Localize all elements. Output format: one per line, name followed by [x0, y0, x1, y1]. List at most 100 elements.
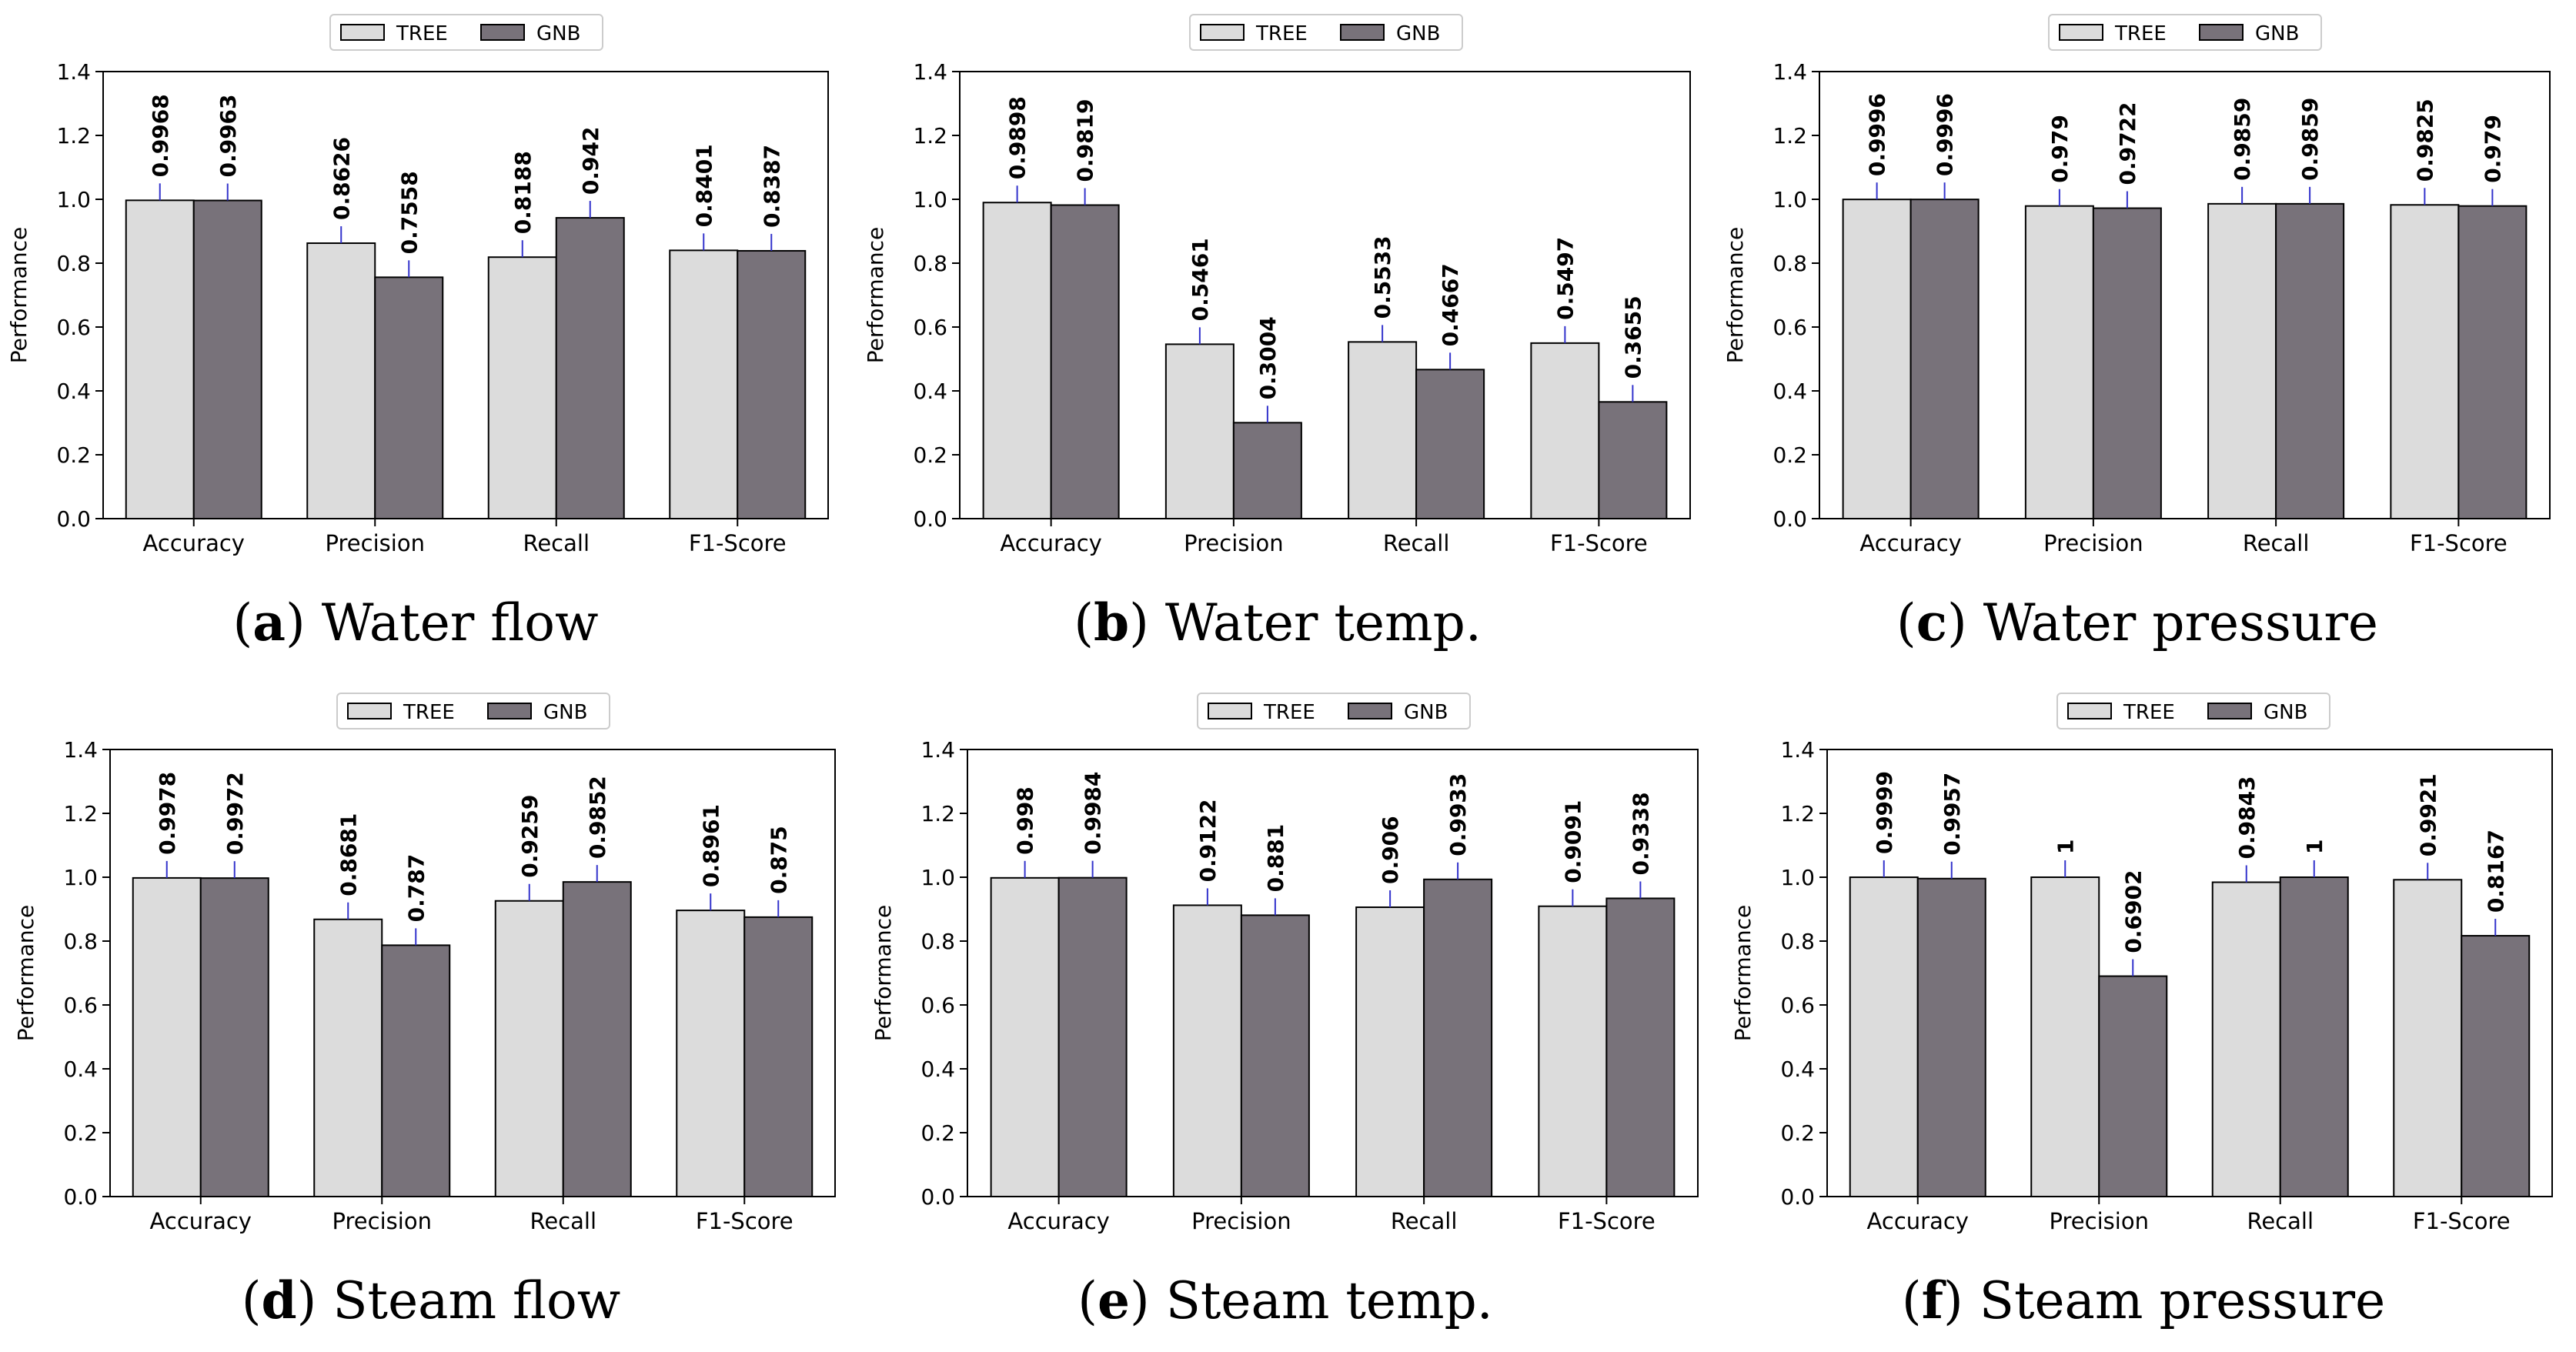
data-label: 0.942: [578, 126, 603, 195]
x-tick-label: F1-Score: [1558, 1208, 1656, 1234]
bar-gnb: [1605, 897, 1676, 1198]
data-label: 0.5461: [1188, 238, 1213, 321]
y-tick-label: 0.4: [56, 379, 91, 404]
legend-swatch-tree: [340, 24, 385, 41]
data-label: 0.979: [2480, 115, 2505, 183]
x-tick-label: Recall: [1391, 1208, 1458, 1234]
legend-label-tree: TREE: [1255, 22, 1308, 45]
caption-paren-open: (: [1074, 593, 1094, 653]
caption-paren-close: ): [1947, 593, 1983, 653]
panel-caption: (a) Water flow: [232, 593, 598, 653]
y-tick-label: 1.4: [56, 59, 91, 85]
data-label: 0.8626: [329, 137, 354, 220]
caption-title: Water temp.: [1165, 593, 1482, 653]
y-tick-label: 0.4: [1780, 1057, 1815, 1082]
caption-title: Steam flow: [332, 1271, 620, 1330]
data-label: 0.9898: [1005, 96, 1031, 179]
y-axis-label: Performance: [863, 227, 888, 363]
data-label: 0.3655: [1620, 295, 1645, 379]
data-label: 0.9968: [148, 94, 173, 177]
data-label: 0.9999: [1872, 771, 1897, 854]
y-tick-label: 0.2: [920, 1120, 955, 1146]
y-tick-label: 1.4: [1780, 737, 1815, 763]
x-tick-label: Precision: [1184, 530, 1283, 556]
y-tick-label: 0.0: [56, 506, 91, 532]
data-label: 0.8167: [2483, 830, 2508, 913]
x-tick-label: Recall: [523, 530, 590, 556]
y-tick-label: 1.2: [1772, 123, 1807, 149]
legend-swatch-gnb: [2207, 703, 2252, 719]
legend-label-gnb: GNB: [536, 22, 580, 45]
y-tick-label: 0.8: [920, 929, 955, 954]
plot-frame: [1826, 749, 2553, 1197]
chart-panel-a: 0.0 0.2 0.4 0.6 0.8 1.0 1.2 1.4 Performance 0.996…: [6, 14, 829, 653]
x-tick-label: F1-Score: [689, 530, 787, 556]
y-tick-label: 0.6: [56, 315, 91, 340]
x-tick-label: Recall: [1383, 530, 1450, 556]
legend-box: [2056, 693, 2330, 729]
data-label: 0.9338: [1628, 792, 1653, 875]
bar-gnb: [562, 881, 632, 1197]
y-tick-label: 0.2: [913, 442, 947, 468]
x-tick-label: Precision: [326, 530, 425, 556]
x-tick-label: F1-Score: [2413, 1208, 2511, 1234]
legend-label-tree: TREE: [1263, 701, 1315, 724]
x-tick-label: Accuracy: [1867, 1208, 1969, 1234]
x-tick-label: Recall: [2243, 530, 2310, 556]
bar-gnb: [1232, 422, 1302, 519]
caption-letter: d: [261, 1270, 296, 1330]
plot-frame: [109, 749, 836, 1197]
data-label: 0.8401: [691, 144, 717, 227]
data-label: 0.998: [1013, 786, 1038, 855]
y-tick-label: 0.6: [1772, 315, 1807, 340]
data-label: 0.7558: [396, 171, 422, 254]
bar-gnb: [374, 276, 444, 519]
bar-gnb: [2098, 975, 2168, 1198]
legend-label-tree: TREE: [396, 22, 448, 45]
bar-gnb: [1598, 401, 1668, 519]
bar-tree: [125, 199, 195, 519]
legend: TREE GNB: [329, 14, 603, 51]
data-label: 0.9957: [1940, 773, 1965, 856]
data-label: 0.881: [1263, 824, 1288, 893]
data-label: 0.9972: [222, 772, 248, 855]
bar-tree: [2030, 876, 2100, 1197]
data-label: 0.9722: [2115, 102, 2140, 185]
data-label: 0.9921: [2415, 773, 2441, 856]
legend: TREE GNB: [1197, 693, 1471, 729]
data-label: 0.9852: [585, 776, 610, 859]
panel-caption: (d) Steam flow: [242, 1270, 621, 1330]
y-tick-label: 1.0: [56, 187, 91, 212]
caption-paren-open: (: [242, 1271, 262, 1330]
bar-tree: [1842, 199, 1912, 519]
y-tick-label: 0.2: [56, 442, 91, 468]
legend-swatch-tree: [2067, 703, 2112, 719]
bar-tree: [669, 249, 739, 519]
y-tick-label: 0.0: [1780, 1184, 1815, 1210]
bar-gnb: [1909, 199, 1980, 519]
data-label: 0.8961: [698, 804, 723, 887]
y-tick-label: 1.4: [920, 737, 955, 763]
bar-tree: [132, 876, 202, 1197]
caption-paren-close: ): [297, 1271, 333, 1330]
caption-paren-open: (: [1902, 1271, 1922, 1330]
caption-title: Steam pressure: [1980, 1271, 2385, 1330]
plot-frame: [959, 71, 1691, 519]
chart-panel-f: 0.0 0.2 0.4 0.6 0.8 1.0 1.2 1.4 Performance 0.999…: [1730, 693, 2553, 1330]
bar-tree: [2390, 204, 2460, 519]
legend-box: [1197, 693, 1471, 729]
y-axis-label: Performance: [13, 905, 38, 1041]
data-label: 0.6902: [2120, 870, 2146, 953]
bar-tree: [494, 900, 564, 1197]
data-label: 1: [2053, 840, 2078, 854]
caption-title: Water pressure: [1983, 593, 2378, 653]
bar-gnb: [1057, 876, 1128, 1197]
y-tick-label: 1.2: [56, 123, 91, 149]
y-axis-label: Performance: [6, 227, 32, 363]
bar-gnb: [555, 217, 625, 519]
y-tick-label: 1.2: [920, 801, 955, 826]
y-tick-label: 0.2: [63, 1120, 98, 1146]
data-label: 0.8387: [759, 145, 784, 228]
bar-gnb: [381, 944, 451, 1198]
caption-letter: a: [252, 593, 286, 653]
